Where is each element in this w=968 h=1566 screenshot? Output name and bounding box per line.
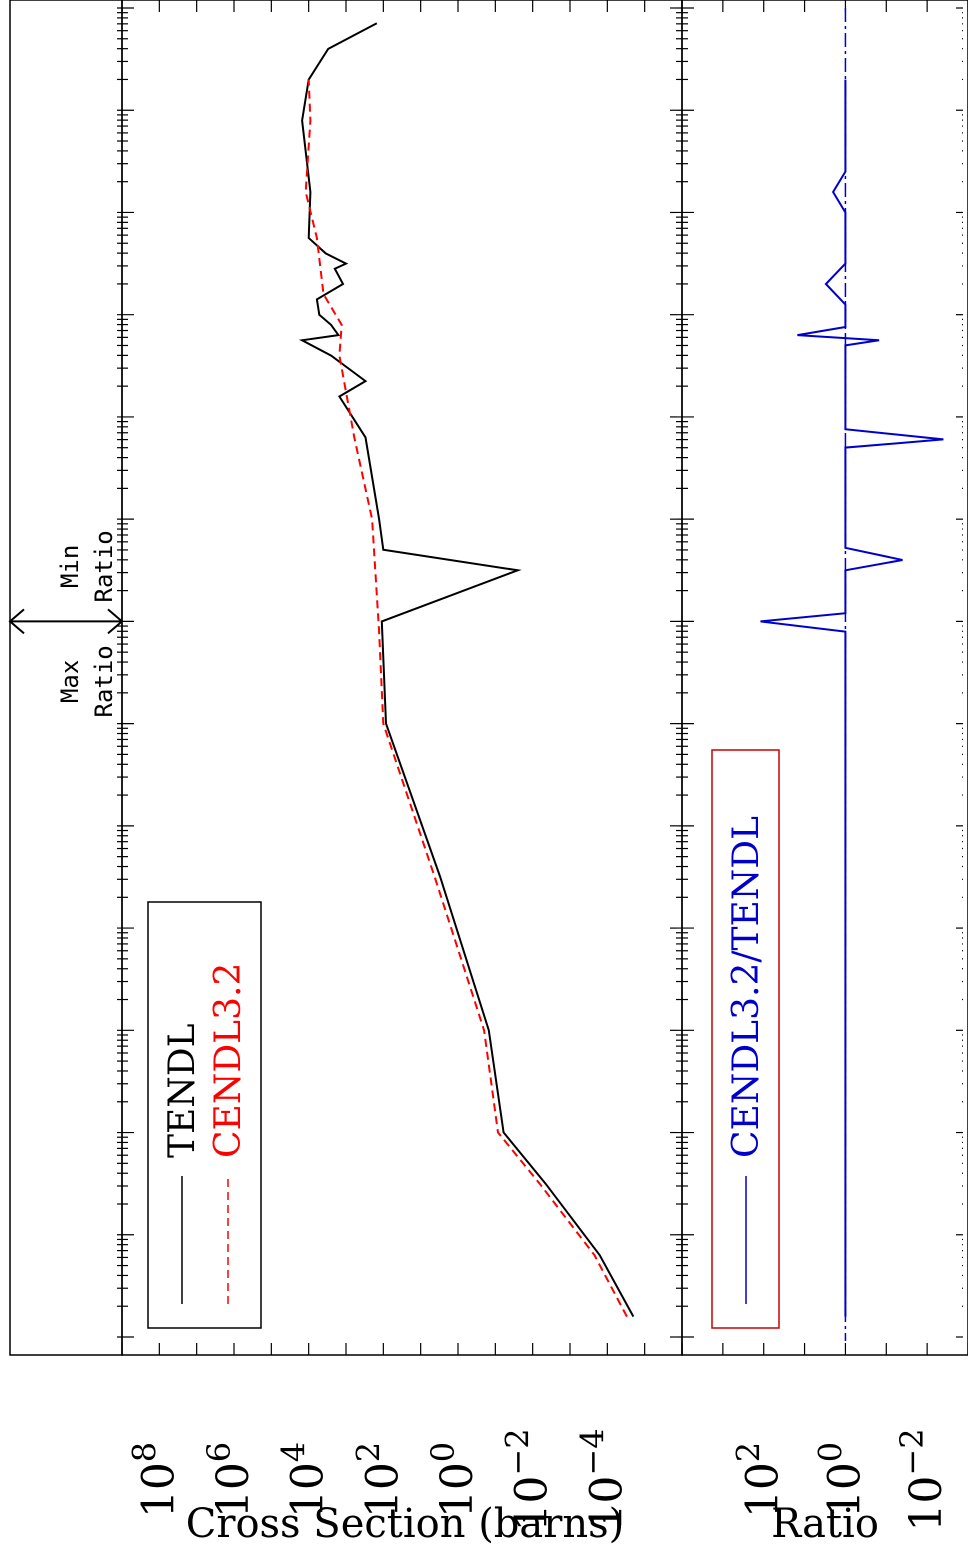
legend-label: TENDL: [162, 1023, 203, 1158]
y-axis-title-cross-section: Cross Section (barns): [186, 1501, 625, 1547]
annotation-min-ratio: Ratio: [90, 530, 118, 602]
y-tick-label: 106: [200, 1442, 259, 1518]
series-line-tendl: [298, 22, 635, 1318]
legend-label: CENDL3.2/TENDL: [726, 816, 767, 1158]
min-arrow-head: [107, 608, 124, 635]
series-line-cendl3-2-tendl: [760, 79, 944, 1317]
y-tick-label: 108: [125, 1442, 184, 1518]
series-line-cendl3-2: [304, 79, 628, 1318]
y-tick-label: 104: [275, 1442, 334, 1518]
y-axis-title-ratio: Ratio: [771, 1501, 879, 1547]
y-tick-label: 10−4: [573, 1428, 632, 1531]
ratio-panel-frame: [681, 0, 968, 1356]
annotation-max-ratio: Ratio: [90, 645, 118, 717]
annotation-max-ratio: Max: [56, 660, 84, 703]
legend-box: [147, 901, 262, 1329]
max-arrow-head: [8, 608, 25, 635]
legend-label: CENDL3.2: [208, 963, 249, 1158]
y-tick-label: 10−2: [499, 1428, 558, 1531]
y-tick-label: 100: [424, 1442, 483, 1518]
y-tick-label: 102: [730, 1442, 789, 1518]
y-tick-label: 102: [349, 1442, 408, 1518]
y-tick-label: 100: [811, 1442, 870, 1518]
annotation-min-ratio: Min: [56, 545, 84, 588]
y-tick-label: 10−2: [893, 1428, 952, 1531]
